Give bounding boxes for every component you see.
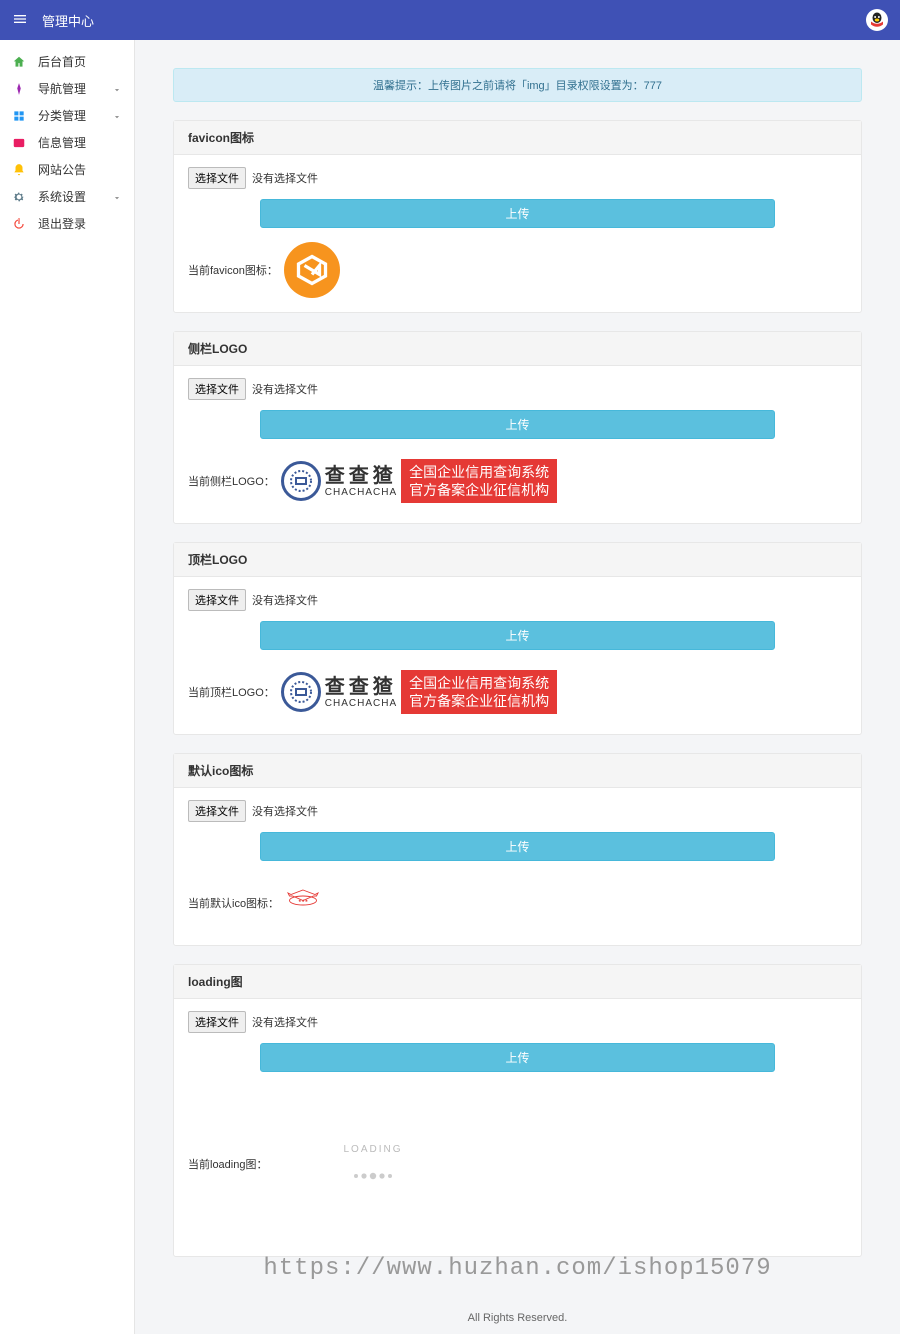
- main-content: 温馨提示：上传图片之前请将「img」目录权限设置为：777 favicon图标 …: [135, 40, 900, 1334]
- file-status-text: 没有选择文件: [252, 170, 318, 186]
- upload-button[interactable]: 上传: [260, 410, 774, 439]
- card-header: 默认ico图标: [174, 754, 861, 788]
- gear-icon: [12, 190, 26, 204]
- menu-icon[interactable]: [12, 11, 28, 30]
- category-icon: [12, 109, 26, 123]
- ico-preview: ★★★: [285, 885, 321, 921]
- card-sidebar_logo: 侧栏LOGO 选择文件 没有选择文件 上传 当前侧栏LOGO： 查查猹 CHAC…: [173, 331, 862, 524]
- current-label: 当前顶栏LOGO：: [188, 684, 275, 700]
- favicon-preview: [284, 242, 340, 298]
- sidebar-item-label: 退出登录: [38, 215, 86, 232]
- card-header: favicon图标: [174, 121, 861, 155]
- card-header: 侧栏LOGO: [174, 332, 861, 366]
- header-left: 管理中心: [12, 11, 94, 30]
- choose-file-button[interactable]: 选择文件: [188, 167, 246, 189]
- card-header: 顶栏LOGO: [174, 543, 861, 577]
- logo-preview: 查查猹 CHACHACHA 全国企业信用查询系统 官方备案企业征信机构: [281, 459, 557, 503]
- chevron-down-icon: [112, 84, 122, 94]
- info-icon: [12, 136, 26, 150]
- sidebar-item-2[interactable]: 分类管理: [0, 102, 134, 129]
- logout-icon: [12, 217, 26, 231]
- header-title: 管理中心: [42, 11, 94, 30]
- sidebar-item-label: 后台首页: [38, 53, 86, 70]
- watermark-text: https://www.huzhan.com/ishop15079: [173, 1255, 862, 1282]
- current-label: 当前默认ico图标：: [188, 895, 279, 911]
- svg-text:★★★: ★★★: [298, 899, 309, 903]
- current-label: 当前侧栏LOGO：: [188, 473, 275, 489]
- upload-button[interactable]: 上传: [260, 1043, 774, 1072]
- sidebar-item-3[interactable]: 信息管理: [0, 129, 134, 156]
- chevron-down-icon: [112, 192, 122, 202]
- home-icon: [12, 55, 26, 69]
- sidebar-item-label: 分类管理: [38, 107, 86, 124]
- sidebar-item-0[interactable]: 后台首页: [0, 48, 134, 75]
- app-header: 管理中心: [0, 0, 900, 40]
- card-loading: loading图 选择文件 没有选择文件 上传 当前loading图： LOAD…: [173, 964, 862, 1257]
- card-header: loading图: [174, 965, 861, 999]
- chevron-down-icon: [112, 111, 122, 121]
- sidebar-item-1[interactable]: 导航管理: [0, 75, 134, 102]
- upload-button[interactable]: 上传: [260, 621, 774, 650]
- sidebar-item-label: 系统设置: [38, 188, 86, 205]
- upload-button[interactable]: 上传: [260, 832, 774, 861]
- sidebar-item-6[interactable]: 退出登录: [0, 210, 134, 237]
- card-top_logo: 顶栏LOGO 选择文件 没有选择文件 上传 当前顶栏LOGO： 查查猹 CHAC…: [173, 542, 862, 735]
- alert-banner: 温馨提示：上传图片之前请将「img」目录权限设置为：777: [173, 68, 862, 102]
- choose-file-button[interactable]: 选择文件: [188, 800, 246, 822]
- file-status-text: 没有选择文件: [252, 803, 318, 819]
- sidebar-item-5[interactable]: 系统设置: [0, 183, 134, 210]
- card-favicon: favicon图标 选择文件 没有选择文件 上传 当前favicon图标：: [173, 120, 862, 313]
- current-label: 当前loading图：: [188, 1156, 267, 1172]
- sidebar-item-label: 导航管理: [38, 80, 86, 97]
- sidebar-item-label: 信息管理: [38, 134, 86, 151]
- user-avatar[interactable]: [866, 9, 888, 31]
- choose-file-button[interactable]: 选择文件: [188, 378, 246, 400]
- choose-file-button[interactable]: 选择文件: [188, 589, 246, 611]
- sidebar-item-4[interactable]: 网站公告: [0, 156, 134, 183]
- choose-file-button[interactable]: 选择文件: [188, 1011, 246, 1033]
- nav-icon: [12, 82, 26, 96]
- loading-preview: LOADING: [343, 1144, 402, 1185]
- file-status-text: 没有选择文件: [252, 592, 318, 608]
- sidebar-item-label: 网站公告: [38, 161, 86, 178]
- logo-preview: 查查猹 CHACHACHA 全国企业信用查询系统 官方备案企业征信机构: [281, 670, 557, 714]
- current-label: 当前favicon图标：: [188, 262, 278, 278]
- sidebar: 后台首页 导航管理 分类管理: [0, 40, 135, 1334]
- upload-button[interactable]: 上传: [260, 199, 774, 228]
- card-default_ico: 默认ico图标 选择文件 没有选择文件 上传 当前默认ico图标： ★★★: [173, 753, 862, 946]
- bell-icon: [12, 163, 26, 177]
- file-status-text: 没有选择文件: [252, 1014, 318, 1030]
- footer-text: All Rights Reserved.: [173, 1302, 862, 1334]
- file-status-text: 没有选择文件: [252, 381, 318, 397]
